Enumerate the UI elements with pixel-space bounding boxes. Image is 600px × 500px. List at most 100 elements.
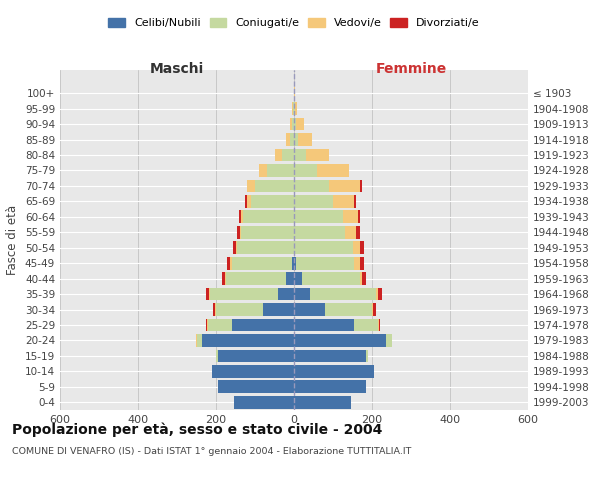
- Legend: Celibi/Nubili, Coniugati/e, Vedovi/e, Divorziati/e: Celibi/Nubili, Coniugati/e, Vedovi/e, Di…: [104, 13, 484, 32]
- Bar: [310, 288, 376, 300]
- Bar: [378, 288, 382, 300]
- Bar: [360, 242, 364, 254]
- Bar: [295, 102, 297, 115]
- Bar: [213, 303, 215, 316]
- Bar: [302, 272, 360, 285]
- Bar: [293, 102, 294, 115]
- Bar: [196, 334, 197, 347]
- Bar: [379, 318, 380, 332]
- Bar: [292, 118, 294, 130]
- Bar: [206, 288, 209, 300]
- Bar: [355, 257, 360, 270]
- Bar: [283, 148, 294, 162]
- Bar: [386, 334, 392, 347]
- Text: COMUNE DI VENAFRO (IS) - Dati ISTAT 1° gennaio 2004 - Elaborazione TUTTITALIA.IT: COMUNE DI VENAFRO (IS) - Dati ISTAT 1° g…: [12, 448, 412, 456]
- Bar: [222, 272, 225, 285]
- Bar: [266, 164, 294, 177]
- Bar: [202, 334, 294, 347]
- Bar: [230, 257, 232, 270]
- Bar: [333, 195, 355, 207]
- Bar: [360, 257, 364, 270]
- Bar: [212, 365, 294, 378]
- Bar: [294, 133, 298, 146]
- Y-axis label: Anni di nascita: Anni di nascita: [596, 196, 600, 284]
- Bar: [296, 257, 355, 270]
- Bar: [294, 102, 295, 115]
- Bar: [294, 303, 325, 316]
- Bar: [218, 350, 294, 362]
- Bar: [209, 288, 210, 300]
- Bar: [239, 210, 241, 223]
- Bar: [343, 210, 358, 223]
- Bar: [360, 180, 362, 192]
- Bar: [259, 164, 266, 177]
- Bar: [294, 318, 355, 332]
- Bar: [232, 257, 292, 270]
- Bar: [251, 195, 294, 207]
- Bar: [238, 242, 294, 254]
- Bar: [372, 303, 373, 316]
- Bar: [241, 210, 244, 223]
- Bar: [306, 148, 329, 162]
- Bar: [294, 350, 366, 362]
- Bar: [376, 288, 378, 300]
- Bar: [362, 272, 366, 285]
- Bar: [210, 288, 278, 300]
- Bar: [255, 180, 294, 192]
- Bar: [290, 133, 294, 146]
- Bar: [294, 87, 295, 100]
- Bar: [294, 210, 343, 223]
- Bar: [278, 288, 294, 300]
- Bar: [329, 180, 360, 192]
- Bar: [227, 257, 230, 270]
- Bar: [366, 350, 368, 362]
- Bar: [355, 318, 378, 332]
- Bar: [378, 318, 379, 332]
- Bar: [294, 118, 296, 130]
- Bar: [294, 334, 386, 347]
- Bar: [245, 195, 247, 207]
- Bar: [294, 380, 366, 393]
- Bar: [206, 318, 208, 332]
- Bar: [263, 303, 294, 316]
- Bar: [208, 318, 232, 332]
- Bar: [355, 195, 356, 207]
- Bar: [294, 272, 302, 285]
- Bar: [218, 380, 294, 393]
- Bar: [247, 180, 255, 192]
- Bar: [292, 257, 294, 270]
- Bar: [216, 303, 263, 316]
- Bar: [356, 226, 359, 238]
- Bar: [317, 164, 349, 177]
- Bar: [233, 242, 236, 254]
- Bar: [240, 226, 241, 238]
- Bar: [244, 210, 294, 223]
- Text: Popolazione per età, sesso e stato civile - 2004: Popolazione per età, sesso e stato civil…: [12, 422, 382, 437]
- Bar: [236, 242, 238, 254]
- Bar: [197, 334, 202, 347]
- Bar: [286, 133, 290, 146]
- Bar: [290, 118, 292, 130]
- Bar: [294, 396, 350, 408]
- Bar: [325, 303, 372, 316]
- Bar: [286, 272, 294, 285]
- Bar: [360, 272, 362, 285]
- Y-axis label: Fasce di età: Fasce di età: [7, 205, 19, 275]
- Bar: [296, 118, 304, 130]
- Bar: [294, 195, 333, 207]
- Bar: [237, 226, 240, 238]
- Bar: [358, 210, 360, 223]
- Bar: [233, 396, 294, 408]
- Bar: [275, 148, 283, 162]
- Bar: [241, 226, 294, 238]
- Bar: [294, 288, 310, 300]
- Bar: [373, 303, 376, 316]
- Bar: [294, 148, 306, 162]
- Bar: [215, 303, 216, 316]
- Bar: [294, 365, 374, 378]
- Text: Femmine: Femmine: [376, 62, 446, 76]
- Bar: [294, 180, 329, 192]
- Bar: [247, 195, 251, 207]
- Bar: [232, 318, 294, 332]
- Bar: [294, 242, 353, 254]
